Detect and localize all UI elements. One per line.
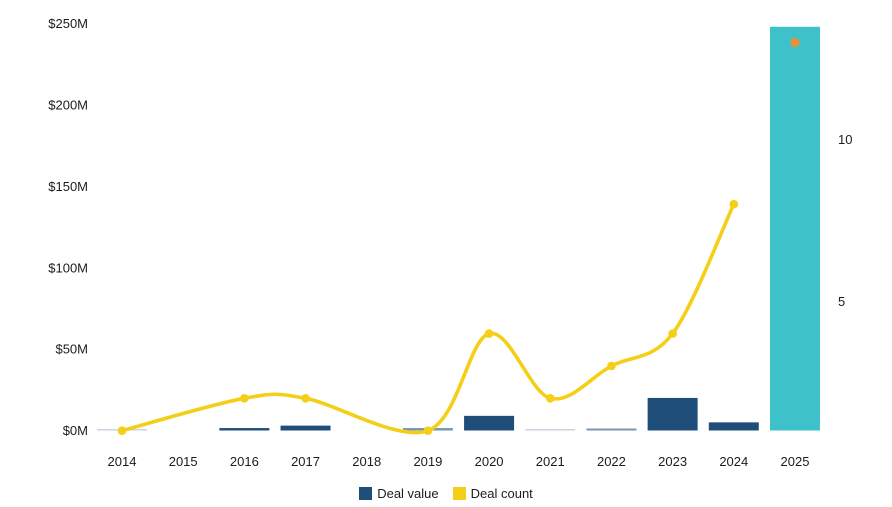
legend-label-deal-value: Deal value (377, 485, 439, 501)
deal-count-marker-2021[interactable] (545, 394, 555, 403)
left-axis-tick-0: $0M (63, 423, 88, 438)
year-label-2022: 2022 (597, 454, 626, 469)
left-axis-tick-200: $200M (48, 97, 88, 112)
deal-count-marker-2024[interactable] (729, 199, 739, 209)
left-axis-tick-250: $250M (48, 16, 88, 31)
bar-2020[interactable] (464, 415, 515, 431)
deal-count-marker-2023[interactable] (668, 329, 677, 338)
year-label-2018: 2018 (352, 454, 381, 469)
deal-count-marker-2014[interactable] (117, 426, 127, 435)
year-label-2025: 2025 (781, 454, 810, 469)
right-axis-tick-5: 5 (838, 294, 845, 309)
deal-count-marker-2019[interactable] (423, 426, 433, 435)
left-axis-tick-150: $150M (48, 179, 88, 194)
deal-count-line (120, 202, 736, 435)
year-label-2021: 2021 (536, 454, 565, 469)
year-label-2024: 2024 (719, 454, 748, 469)
bar-2022[interactable] (586, 428, 637, 431)
bar-2021[interactable] (525, 429, 576, 431)
deal-count-marker-2025-orange[interactable] (790, 37, 800, 48)
year-label-2015: 2015 (169, 454, 198, 469)
year-label-2016: 2016 (230, 454, 259, 469)
deal-value-swatch-icon (359, 486, 373, 500)
left-axis-tick-50: $50M (55, 342, 88, 357)
year-label-2023: 2023 (658, 454, 687, 469)
deal-count-marker-2022[interactable] (607, 361, 616, 371)
deal-count-marker-2016[interactable] (240, 394, 249, 403)
bar-2024[interactable] (708, 422, 759, 431)
year-label-2020: 2020 (475, 454, 504, 469)
year-label-2019: 2019 (413, 454, 442, 469)
chart-legend: Deal value Deal count (0, 482, 892, 504)
left-axis-tick-100: $100M (48, 260, 88, 275)
bar-2017[interactable] (280, 425, 331, 431)
bar-2023[interactable] (647, 397, 698, 431)
legend-item-deal-value[interactable]: Deal value (359, 485, 439, 501)
deal-count-marker-2020[interactable] (484, 329, 494, 338)
year-label-2014: 2014 (108, 454, 137, 469)
legend-item-deal-count[interactable]: Deal count (452, 485, 533, 501)
bar-2025[interactable] (769, 26, 820, 431)
right-axis-tick-10: 10 (838, 132, 852, 147)
deal-count-marker-2017[interactable] (301, 394, 310, 403)
bar-2016[interactable] (219, 428, 270, 431)
legend-label-deal-count: Deal count (470, 485, 533, 501)
deal-count-swatch-icon (452, 486, 466, 500)
year-label-2017: 2017 (291, 454, 320, 469)
